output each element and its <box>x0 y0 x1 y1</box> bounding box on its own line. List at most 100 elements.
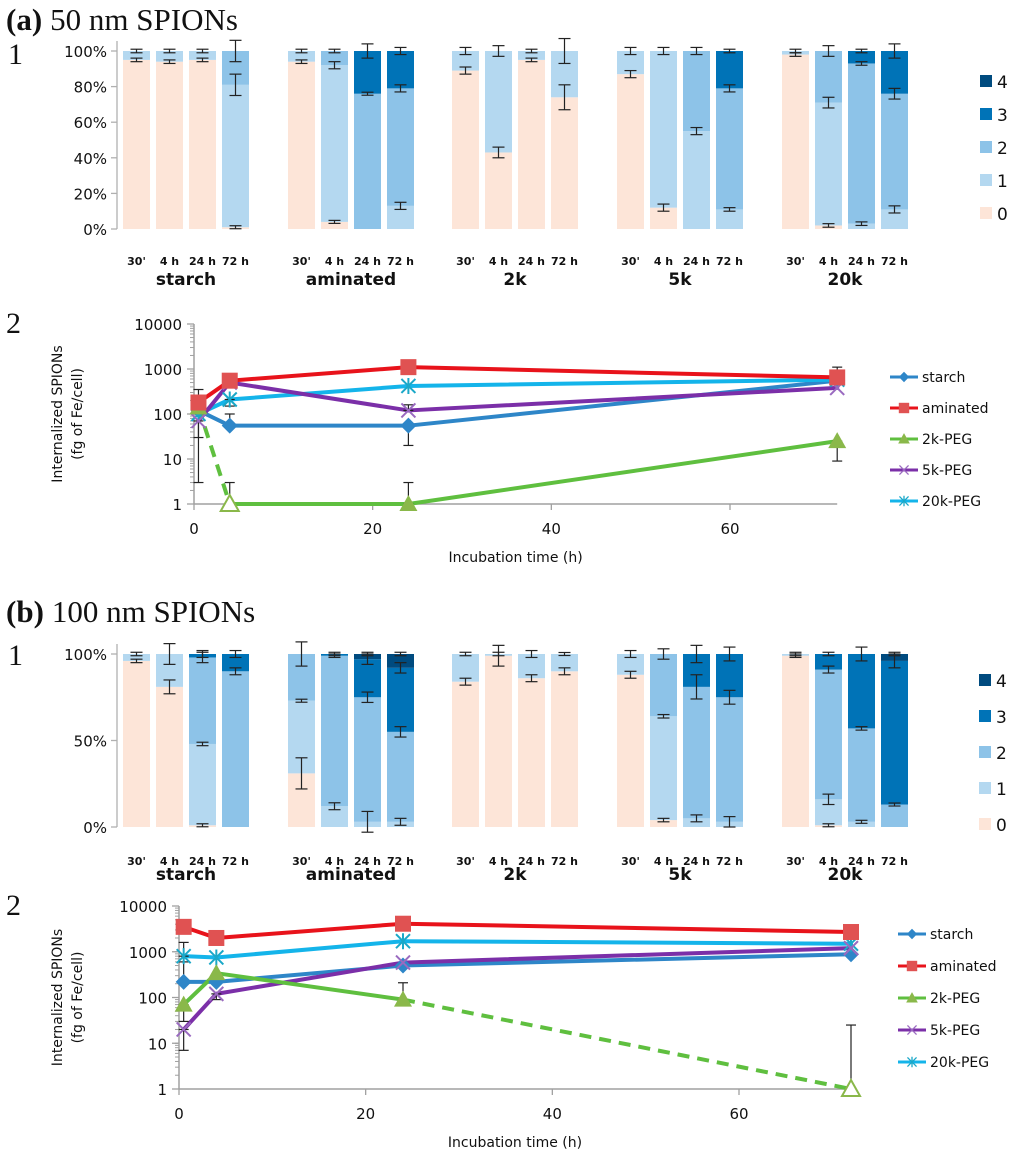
y-tick-label: 10 <box>148 1035 167 1053</box>
time-label: 4 h <box>819 255 838 268</box>
legend-marker-shape <box>906 1056 918 1068</box>
legend-label: 2 <box>996 744 1007 764</box>
legend-marker-shape <box>906 992 918 1003</box>
legend-label-20k-PEG: 20k-PEG <box>930 1055 989 1071</box>
group-label-aminated: aminated <box>306 270 396 290</box>
x-tick-label: 60 <box>720 520 739 538</box>
group-label-aminated: aminated <box>306 865 396 885</box>
series-line-5k-PEG <box>406 385 840 413</box>
chart-a2-line: 1 10 100 1000 10000 0 20 40 60 Incubation time (h… <box>50 316 989 566</box>
bar-segment-level-0 <box>551 671 578 827</box>
time-label: 30' <box>621 855 640 868</box>
bar-segment-level-1 <box>683 131 710 229</box>
bar-segment-level-0 <box>617 674 644 827</box>
series-line-2k-PEG <box>406 439 840 506</box>
legend-swatch-level-0 <box>980 207 992 219</box>
marker-2k-PEG <box>219 492 241 512</box>
y-tick-label: 10 <box>163 451 182 469</box>
bar-segment-level-2 <box>848 728 875 822</box>
time-label: 30' <box>292 855 311 868</box>
y-axis-title-line1: Internalized SPIONs <box>50 345 66 482</box>
marker-20k-PEG <box>400 377 417 394</box>
legend-marker-20k-PEG <box>898 495 910 507</box>
series-line-2k-PEG <box>196 406 232 505</box>
marker-aminated <box>208 929 225 946</box>
bar-segment-level-3 <box>716 51 743 89</box>
bar-segment-level-1 <box>815 102 842 226</box>
marker-5k-PEG <box>208 986 225 1002</box>
bar-segment-level-2 <box>354 697 381 822</box>
bar-segment-level-2 <box>683 51 710 132</box>
x-tick-label: 20 <box>356 1105 375 1123</box>
y-axis-title-line2: (fg of Fe/cell) <box>70 952 86 1044</box>
marker-2k-PEG <box>399 495 418 511</box>
x-tick-label: 20 <box>363 520 382 538</box>
marker-aminated <box>829 369 846 386</box>
y-tick-label: 10000 <box>119 898 167 916</box>
series-line-20k-PEG <box>401 939 853 946</box>
marker-2k-PEG <box>174 995 193 1012</box>
time-label: 72 h <box>222 855 249 868</box>
time-label: 30' <box>621 255 640 268</box>
marker-2k-PEG <box>840 1077 862 1097</box>
legend-marker-shape <box>906 928 918 940</box>
marker-5k-PEG <box>395 954 411 971</box>
legend-marker-20k-PEG <box>906 1056 918 1068</box>
bar-segment-level-1 <box>848 821 875 827</box>
bar-segment-level-0 <box>321 221 348 229</box>
group-label-5k: 5k <box>668 865 692 885</box>
series-line-starch <box>401 952 853 968</box>
time-label: 4 h <box>489 255 508 268</box>
legend-label-starch: starch <box>922 370 965 386</box>
y-tick-label: 1 <box>172 496 182 514</box>
series-line-2k-PEG <box>214 971 405 1002</box>
series-line-5k-PEG <box>214 960 405 996</box>
time-label: 24 h <box>848 855 875 868</box>
marker-aminated <box>190 394 207 411</box>
legend-marker-shape <box>898 402 910 414</box>
marker-20k-PEG <box>175 948 192 965</box>
y-tick-label: 100 <box>138 990 167 1008</box>
bar-segment-level-0 <box>650 820 677 827</box>
legend-label-2k-PEG: 2k-PEG <box>930 991 980 1007</box>
series-line-20k-PEG <box>181 954 219 960</box>
x-axis-title: Incubation time (h) <box>448 1135 582 1151</box>
legend-swatch-level-4 <box>980 75 992 87</box>
bar-segment-level-0 <box>518 678 545 827</box>
chart-b2-line: 1 10 100 1000 10000 0 20 40 60 Incubation time (h… <box>50 898 997 1151</box>
group-label-20k: 20k <box>828 270 864 290</box>
legend-marker-5k-PEG <box>906 1024 918 1036</box>
time-label: 24 h <box>354 855 381 868</box>
y-tick-label: 60% <box>74 114 107 132</box>
marker-aminated <box>843 924 859 941</box>
bar-segment-level-1 <box>650 51 677 208</box>
legend-marker-shape <box>898 464 910 476</box>
legend-marker-2k-PEG <box>906 992 918 1003</box>
time-label: 24 h <box>848 255 875 268</box>
bar-segment-level-1 <box>452 654 479 682</box>
legend-label-5k-PEG: 5k-PEG <box>922 463 972 479</box>
time-label: 4 h <box>160 255 179 268</box>
bar-segment-level-1 <box>881 209 908 229</box>
bar-segment-level-2 <box>354 93 381 229</box>
bar-segment-level-2 <box>650 654 677 717</box>
y-tick-label: 100% <box>64 43 107 61</box>
series-line-aminated <box>406 365 840 380</box>
bar-segment-level-4 <box>387 654 414 668</box>
series-line-20k-PEG <box>406 377 840 388</box>
legend-label: 3 <box>997 106 1008 126</box>
bar-segment-level-0 <box>123 59 150 230</box>
bar-segment-level-1 <box>683 818 710 827</box>
bar-segment-level-1 <box>452 51 479 71</box>
legend-label: 2 <box>997 139 1008 159</box>
panel-a-title-text: 50 nm SPIONs <box>50 2 238 37</box>
series-line-20k-PEG <box>227 383 411 402</box>
time-label: 4 h <box>654 855 673 868</box>
legend-marker-shape <box>906 1024 918 1036</box>
bar-segment-level-2 <box>387 731 414 822</box>
y-tick-label: 1000 <box>129 944 167 962</box>
panel-b-title: (b) 100 nm SPIONs <box>6 594 255 629</box>
legend-marker-starch <box>906 928 918 940</box>
